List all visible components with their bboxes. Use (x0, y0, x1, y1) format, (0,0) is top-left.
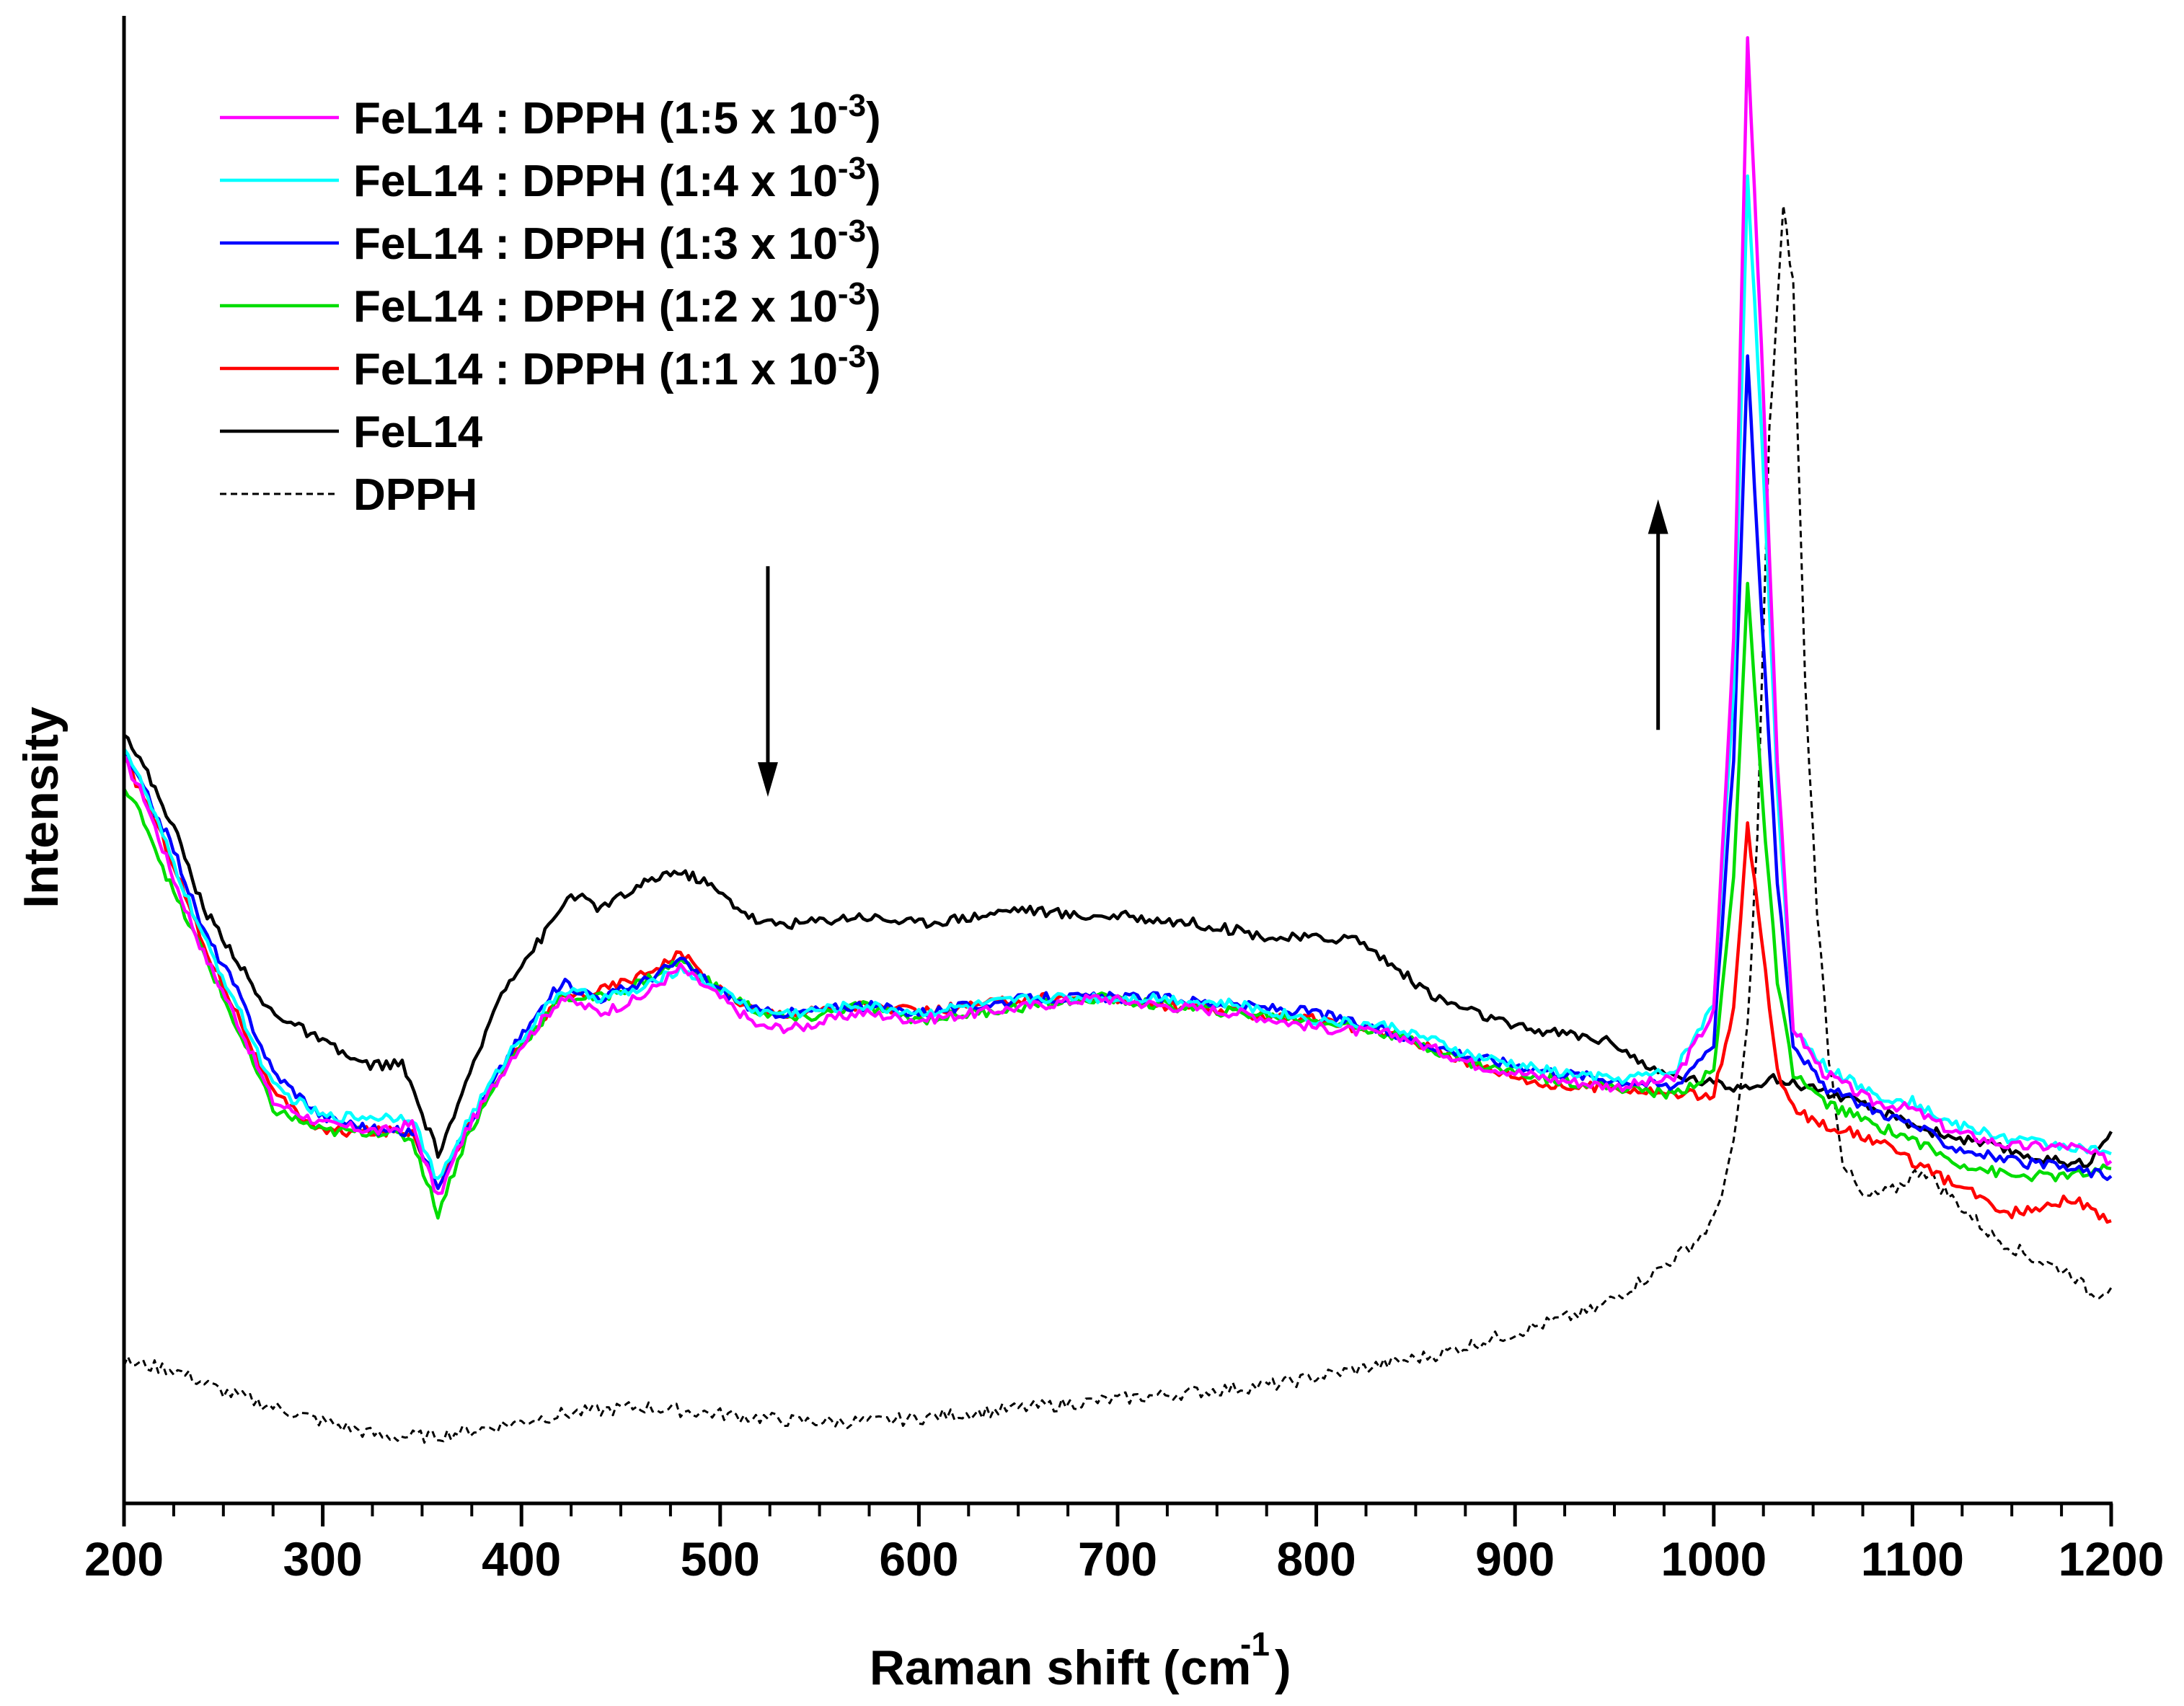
x-tick-label: 1100 (1861, 1532, 1964, 1586)
x-tick-label: 900 (1475, 1532, 1555, 1586)
x-axis-label: Raman shift (870, 1640, 1150, 1695)
series-layer (123, 36, 2113, 1444)
series-line-dpph-6 (123, 204, 2113, 1444)
x-tick-label: 600 (879, 1532, 958, 1586)
legend-label: FeL14 : DPPH (1:4 x 10-3) (353, 151, 881, 206)
series-line-fel14-dpph-1-2-x-10-3 (123, 581, 2112, 1220)
legend-label: FeL14 : DPPH (1:1 x 10-3) (353, 339, 881, 394)
x-tick-label: 200 (84, 1532, 164, 1586)
legend-label: FeL14 : DPPH (1:3 x 10-3) (353, 213, 881, 269)
legend: FeL14 : DPPH (1:5 x 10-3) FeL14 : DPPH (1… (220, 88, 881, 520)
series-line-fel14-5 (123, 733, 2113, 1168)
x-tick-label: 1000 (1661, 1532, 1767, 1586)
x-tick-label: 1200 (2059, 1532, 2165, 1586)
x-tick-label: 500 (681, 1532, 760, 1586)
x-tick-label: 300 (283, 1532, 363, 1586)
y-axis-label: Intensity (14, 707, 68, 909)
x-axis-unit: cm (1180, 1640, 1251, 1695)
arrow-up-icon (1648, 499, 1668, 534)
annotation-layer (757, 499, 1668, 797)
x-tick-label: 700 (1078, 1532, 1157, 1586)
series-line-fel14-dpph-1-5-x-10-0 (123, 36, 2113, 1195)
legend-label: FeL14 (353, 407, 483, 457)
x-axis-unit-open: ( (1163, 1640, 1180, 1695)
x-tick-label: 400 (482, 1532, 561, 1586)
legend-label: FeL14 : DPPH (1:5 x 10-3) (353, 88, 881, 143)
series-line-fel14-dpph-1-4-x-10-1 (123, 174, 2112, 1180)
legend-label: FeL14 : DPPH (1:2 x 10-3) (353, 276, 881, 332)
x-axis-unit-exponent: -1 (1240, 1625, 1270, 1663)
x-axis-unit-close: ) (1275, 1640, 1291, 1695)
arrow-down-icon (757, 762, 778, 797)
axes-layer: 200 300 400 500 600 700 800 900 1000 1100 1200 (84, 16, 2164, 1586)
legend-label: DPPH (353, 470, 477, 520)
x-tick-label: 800 (1277, 1532, 1356, 1586)
